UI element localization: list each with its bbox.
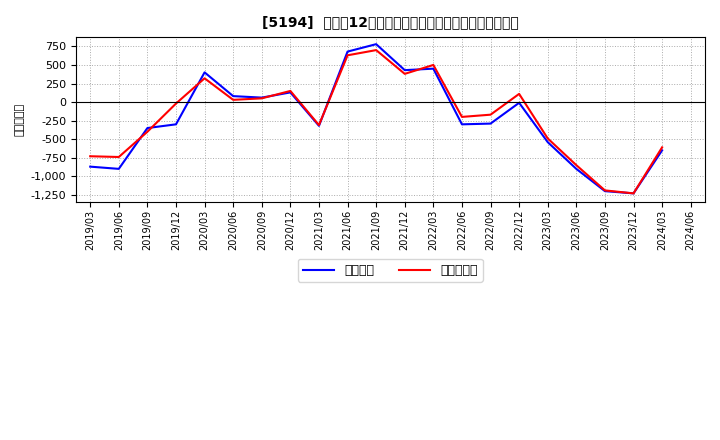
Y-axis label: （百万円）: （百万円） (15, 103, 25, 136)
経常利益 (600, 188, 609, 194)
当期純利益 (515, 91, 523, 96)
経常利益 (286, 90, 294, 95)
経常利益 (486, 121, 495, 126)
Title: [5194]  利益だ12か月移動合計の対前年同期増減額の推移: [5194] 利益だ12か月移動合計の対前年同期増減額の推移 (262, 15, 519, 29)
経常利益 (515, 100, 523, 106)
当期純利益 (486, 112, 495, 117)
当期純利益 (544, 136, 552, 141)
経常利益 (544, 139, 552, 145)
当期純利益 (429, 62, 438, 68)
当期純利益 (143, 129, 152, 134)
経常利益 (258, 95, 266, 100)
当期純利益 (343, 53, 352, 58)
経常利益 (429, 66, 438, 71)
当期純利益 (629, 191, 638, 196)
当期純利益 (171, 101, 180, 106)
当期純利益 (658, 145, 667, 150)
経常利益 (229, 93, 238, 99)
当期純利益 (86, 154, 94, 159)
経常利益 (171, 122, 180, 127)
経常利益 (86, 164, 94, 169)
当期純利益 (114, 154, 123, 160)
経常利益 (400, 67, 409, 73)
経常利益 (315, 123, 323, 128)
当期純利益 (572, 162, 580, 168)
Legend: 経常利益, 当期純利益: 経常利益, 当期純利益 (298, 259, 483, 282)
経常利益 (343, 49, 352, 54)
経常利益 (658, 148, 667, 153)
当期純利益 (600, 188, 609, 193)
当期純利益 (458, 114, 467, 120)
当期純利益 (315, 122, 323, 128)
経常利益 (200, 70, 209, 75)
当期純利益 (200, 76, 209, 81)
当期純利益 (258, 96, 266, 101)
経常利益 (458, 122, 467, 127)
経常利益 (629, 191, 638, 196)
Line: 当期純利益: 当期純利益 (90, 50, 662, 193)
経常利益 (572, 166, 580, 172)
当期純利益 (372, 48, 380, 53)
経常利益 (114, 166, 123, 172)
当期純利益 (286, 88, 294, 94)
経常利益 (143, 125, 152, 131)
経常利益 (372, 41, 380, 47)
Line: 経常利益: 経常利益 (90, 44, 662, 193)
当期純利益 (229, 97, 238, 103)
当期純利益 (400, 71, 409, 77)
